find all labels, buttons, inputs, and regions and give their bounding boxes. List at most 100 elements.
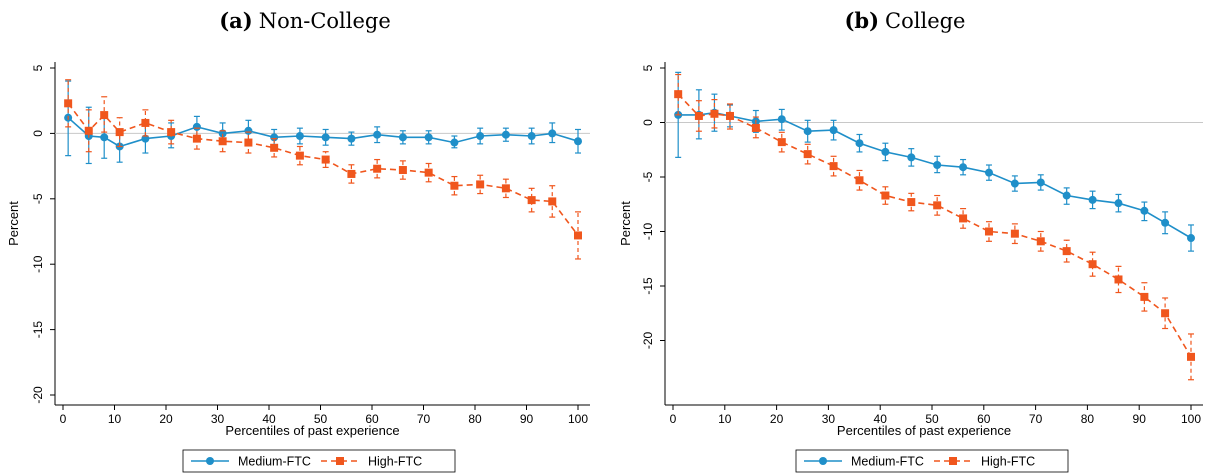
data-point xyxy=(424,168,433,177)
data-point xyxy=(218,129,227,138)
data-point xyxy=(803,150,812,159)
x-tick-label: 50 xyxy=(314,412,328,426)
data-point xyxy=(829,162,838,171)
legend-swatch-marker xyxy=(206,457,214,465)
data-point xyxy=(192,134,201,143)
data-point xyxy=(1062,247,1071,256)
data-point xyxy=(1036,237,1045,246)
x-tick-label: 10 xyxy=(718,412,732,426)
data-point xyxy=(321,155,330,164)
chart-title-text: Non-College xyxy=(259,9,391,33)
data-point xyxy=(100,133,109,142)
data-point xyxy=(1161,309,1170,318)
data-point xyxy=(855,139,864,148)
data-point xyxy=(933,161,942,170)
data-point xyxy=(1114,275,1123,284)
y-tick-label: -5 xyxy=(641,171,655,182)
data-point xyxy=(1010,229,1019,238)
x-tick-label: 90 xyxy=(520,412,534,426)
x-tick-label: 60 xyxy=(365,412,379,426)
data-point xyxy=(674,90,683,99)
x-tick-label: 0 xyxy=(60,412,67,426)
data-point xyxy=(1187,352,1195,361)
data-point xyxy=(270,133,279,142)
x-tick-label: 80 xyxy=(468,412,482,426)
x-tick-label: 10 xyxy=(108,412,122,426)
x-tick-label: 70 xyxy=(417,412,431,426)
data-point xyxy=(710,109,719,118)
data-point xyxy=(167,128,176,137)
data-point xyxy=(881,147,890,156)
data-point xyxy=(694,111,703,120)
data-point xyxy=(244,138,253,147)
data-point xyxy=(450,181,459,190)
data-point xyxy=(1062,191,1071,200)
y-tick-label: -15 xyxy=(31,321,45,339)
x-tick-label: 0 xyxy=(670,412,677,426)
data-point xyxy=(777,115,786,124)
y-tick-label: -5 xyxy=(31,193,45,204)
data-point xyxy=(501,130,510,139)
data-point xyxy=(424,133,433,142)
legend-swatch-marker xyxy=(336,457,344,465)
x-tick-label: 100 xyxy=(1181,412,1201,426)
chart-title: (a) Non-College xyxy=(219,8,391,33)
legend: Medium-FTC High-FTC xyxy=(795,449,1069,473)
legend-swatch-marker xyxy=(949,457,957,465)
series-medium-ftc xyxy=(674,71,1195,252)
x-tick-label: 30 xyxy=(211,412,225,426)
y-tick-label: -10 xyxy=(641,223,655,241)
data-point xyxy=(1010,179,1019,188)
series-high-ftc xyxy=(674,73,1195,381)
x-tick-label: 30 xyxy=(822,412,836,426)
data-point xyxy=(321,133,330,142)
y-tick-label: -10 xyxy=(31,255,45,273)
x-tick-label: 50 xyxy=(925,412,939,426)
data-point xyxy=(1088,260,1097,269)
x-tick-label: 60 xyxy=(977,412,991,426)
data-point xyxy=(803,127,812,136)
data-point xyxy=(574,231,582,240)
data-point xyxy=(347,134,356,143)
legend-swatch-marker xyxy=(819,457,827,465)
chart-title-text: College xyxy=(885,9,965,33)
x-tick-label: 100 xyxy=(568,412,588,426)
data-point xyxy=(933,201,942,210)
legend-box xyxy=(182,449,456,473)
data-point xyxy=(1088,195,1097,204)
series-high-ftc xyxy=(64,79,582,260)
x-tick-label: 20 xyxy=(770,412,784,426)
y-tick-label: -15 xyxy=(641,277,655,295)
data-point xyxy=(1161,218,1170,227)
y-tick-label: 0 xyxy=(641,119,655,126)
data-point xyxy=(100,111,109,120)
data-point xyxy=(725,111,734,120)
data-point xyxy=(574,137,582,146)
y-axis-label: Percent xyxy=(6,201,21,246)
data-point xyxy=(959,163,968,172)
data-point xyxy=(1036,178,1045,187)
x-tick-label: 80 xyxy=(1081,412,1095,426)
data-point xyxy=(192,122,201,131)
data-point xyxy=(347,169,356,178)
data-point xyxy=(84,126,93,135)
x-tick-label: 40 xyxy=(262,412,276,426)
data-point xyxy=(1140,292,1149,301)
y-tick-label: 0 xyxy=(31,130,45,137)
data-point xyxy=(1140,206,1149,215)
data-point xyxy=(450,138,459,147)
data-point xyxy=(855,176,864,185)
y-tick-label: 5 xyxy=(641,64,655,71)
data-point xyxy=(881,191,890,200)
data-point xyxy=(548,197,557,206)
x-tick-label: 90 xyxy=(1133,412,1147,426)
data-point xyxy=(1187,234,1195,243)
data-point xyxy=(476,132,485,141)
x-tick-label: 20 xyxy=(159,412,173,426)
x-tick-label: 70 xyxy=(1029,412,1043,426)
chart-title: (b) College xyxy=(844,8,965,33)
data-point xyxy=(373,164,382,173)
data-point xyxy=(527,196,536,205)
